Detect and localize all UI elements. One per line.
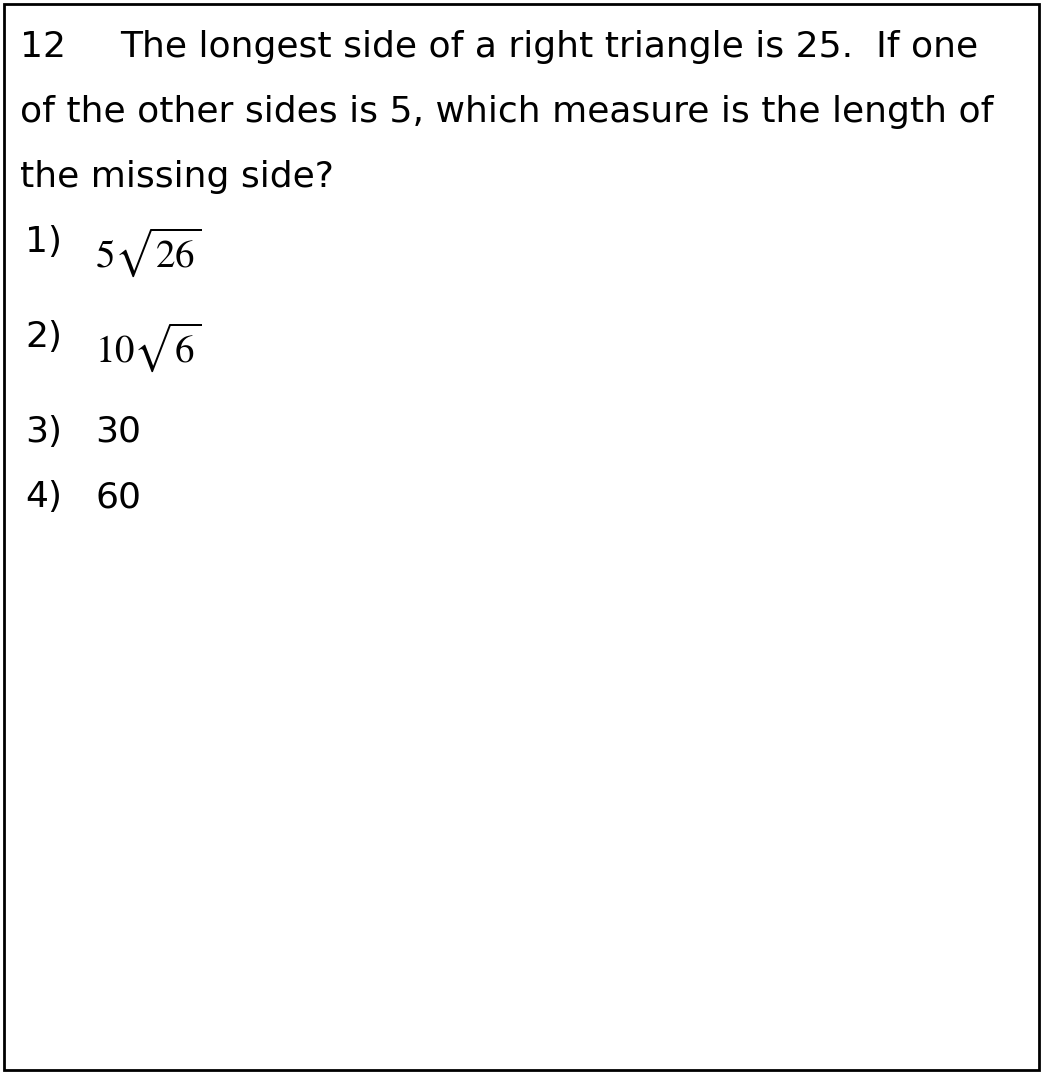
Text: 30: 30	[95, 415, 141, 449]
Text: $10\sqrt{6}$: $10\sqrt{6}$	[95, 320, 201, 374]
Text: The longest side of a right triangle is 25.  If one: The longest side of a right triangle is …	[120, 30, 978, 64]
Text: of the other sides is 5, which measure is the length of: of the other sides is 5, which measure i…	[20, 95, 993, 129]
Text: 3): 3)	[25, 415, 62, 449]
Text: 4): 4)	[25, 480, 62, 514]
Text: $5\sqrt{26}$: $5\sqrt{26}$	[95, 224, 201, 278]
Text: 12: 12	[20, 30, 66, 64]
Text: 2): 2)	[25, 320, 62, 354]
Text: 60: 60	[95, 480, 141, 514]
Text: the missing side?: the missing side?	[20, 160, 334, 194]
Text: 1): 1)	[25, 224, 62, 259]
